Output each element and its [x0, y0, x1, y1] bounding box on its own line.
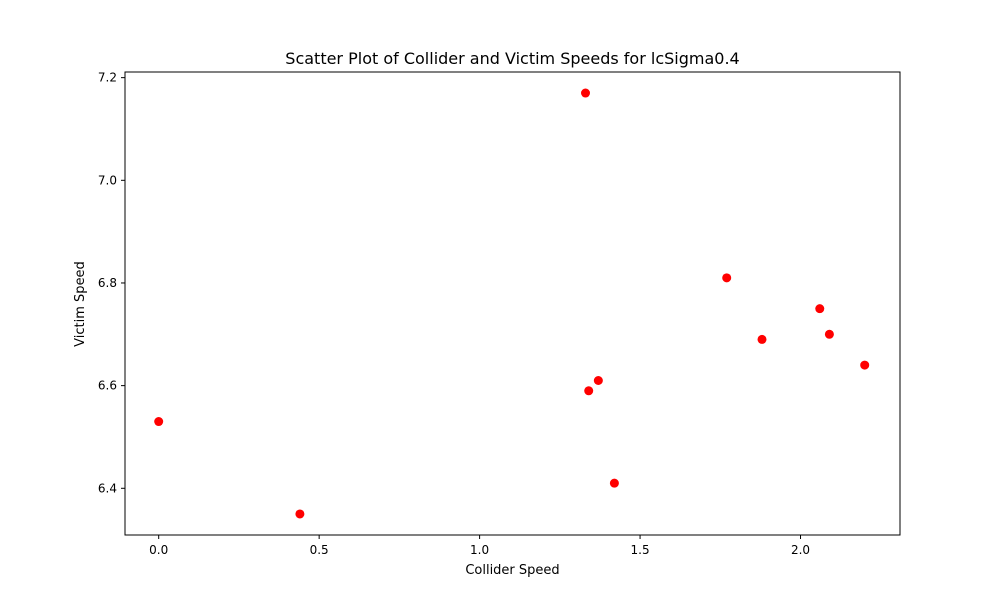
y-tick-label: 6.8: [98, 276, 117, 290]
data-point: [295, 509, 305, 519]
y-tick-label: 6.4: [98, 481, 117, 495]
y-tick-label: 7.2: [98, 71, 117, 85]
y-tick-label: 6.6: [98, 379, 117, 393]
data-point: [824, 329, 834, 339]
x-tick-label: 2.0: [791, 543, 810, 557]
x-tick-label: 1.5: [631, 543, 650, 557]
x-tick-label: 1.0: [470, 543, 489, 557]
data-point: [154, 417, 164, 427]
axes-frame: [124, 71, 901, 536]
data-point: [584, 386, 594, 396]
x-tick-label: 0.0: [149, 543, 168, 557]
data-point: [757, 334, 767, 344]
x-axis-label: Collider Speed: [465, 563, 559, 578]
data-point: [722, 273, 732, 283]
data-point: [581, 88, 591, 98]
y-tick-label: 7.0: [98, 173, 117, 187]
data-point: [815, 304, 825, 314]
data-point: [593, 375, 603, 385]
plot-area: 0.0 0.5 1.0 1.5 2.0 6.4 6.6 6.8 7.0 7.2: [98, 71, 901, 557]
y-axis-label: Victim Speed: [73, 261, 88, 347]
x-tick-label: 0.5: [310, 543, 329, 557]
data-point: [609, 478, 619, 488]
chart-title: Scatter Plot of Collider and Victim Spee…: [285, 49, 739, 68]
data-point: [860, 360, 870, 370]
